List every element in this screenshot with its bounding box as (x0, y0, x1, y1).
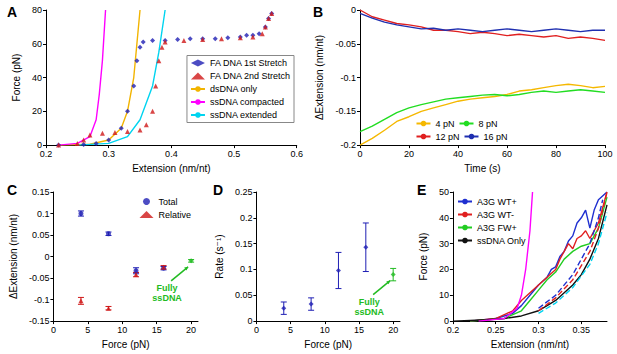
svg-text:0: 0 (443, 316, 449, 327)
svg-text:A: A (7, 4, 17, 20)
svg-text:Fully: Fully (359, 297, 380, 307)
svg-text:ssDNA extended: ssDNA extended (210, 110, 277, 120)
svg-text:-0.05: -0.05 (29, 273, 50, 283)
svg-text:40: 40 (439, 213, 449, 223)
svg-text:8 pN: 8 pN (478, 119, 497, 129)
svg-text:Fully: Fully (157, 283, 178, 293)
svg-text:A3G FW+: A3G FW+ (477, 223, 517, 233)
svg-text:0: 0 (357, 149, 362, 159)
svg-text:0.2: 0.2 (240, 213, 253, 223)
svg-text:0.15: 0.15 (32, 187, 50, 197)
svg-text:0.5: 0.5 (228, 149, 241, 159)
svg-text:Total: Total (158, 197, 177, 207)
svg-text:ssDNA compacted: ssDNA compacted (210, 97, 284, 107)
svg-text:15: 15 (354, 325, 364, 335)
svg-text:E: E (417, 182, 426, 198)
svg-text:C: C (7, 182, 17, 198)
svg-text:0.2: 0.2 (40, 149, 53, 159)
svg-text:20: 20 (404, 149, 414, 159)
svg-text:0.25: 0.25 (235, 187, 253, 197)
svg-text:0: 0 (351, 5, 356, 15)
svg-text:60: 60 (32, 39, 42, 49)
svg-text:D: D (213, 182, 223, 198)
svg-text:FA DNA 1st Stretch: FA DNA 1st Stretch (210, 58, 287, 68)
svg-text:Force (pN): Force (pN) (418, 233, 429, 281)
svg-text:0.4: 0.4 (165, 149, 178, 159)
svg-text:-0.1: -0.1 (340, 73, 356, 83)
svg-text:A3G WT+: A3G WT+ (477, 197, 517, 207)
svg-text:20: 20 (439, 264, 449, 274)
svg-text:100: 100 (597, 149, 612, 159)
svg-text:30: 30 (439, 239, 449, 249)
svg-text:60: 60 (502, 149, 512, 159)
svg-text:0.3: 0.3 (102, 149, 115, 159)
svg-text:ΔExtension (nm/nt): ΔExtension (nm/nt) (8, 214, 19, 299)
svg-text:dsDNA only: dsDNA only (210, 84, 258, 94)
svg-text:0.1: 0.1 (37, 209, 50, 219)
svg-text:Time (s): Time (s) (464, 163, 500, 174)
svg-text:80: 80 (551, 149, 561, 159)
svg-text:A3G WT-: A3G WT- (477, 210, 514, 220)
svg-text:40: 40 (32, 73, 42, 83)
svg-text:0.6: 0.6 (290, 149, 303, 159)
svg-text:0: 0 (247, 316, 252, 326)
svg-text:10: 10 (320, 325, 330, 335)
svg-text:Rate (s⁻¹): Rate (s⁻¹) (214, 234, 225, 278)
svg-text:FA DNA 2nd Stretch: FA DNA 2nd Stretch (210, 71, 290, 81)
svg-text:ssDNA: ssDNA (152, 293, 182, 303)
svg-text:0: 0 (37, 140, 42, 151)
svg-text:-0.1: -0.1 (34, 295, 50, 305)
svg-text:Relative: Relative (158, 210, 191, 220)
svg-text:Force (pN): Force (pN) (11, 54, 22, 102)
svg-text:0: 0 (51, 325, 56, 335)
svg-text:0.05: 0.05 (32, 230, 50, 240)
svg-text:0: 0 (44, 252, 49, 262)
svg-text:-0.15: -0.15 (335, 106, 356, 116)
svg-text:ssDNA Only: ssDNA Only (477, 236, 526, 246)
svg-text:50: 50 (439, 187, 449, 197)
svg-text:ΔExtension (nm/nt): ΔExtension (nm/nt) (314, 35, 325, 120)
svg-text:0: 0 (254, 325, 259, 335)
svg-text:40: 40 (453, 149, 463, 159)
svg-text:Extension (nm/nt): Extension (nm/nt) (491, 339, 569, 350)
svg-text:10: 10 (439, 290, 449, 300)
svg-text:0.05: 0.05 (235, 290, 253, 300)
svg-text:80: 80 (32, 5, 42, 15)
svg-text:-0.2: -0.2 (340, 140, 356, 150)
svg-text:10: 10 (117, 325, 127, 335)
svg-text:0.2: 0.2 (447, 325, 460, 335)
svg-text:B: B (313, 4, 323, 20)
svg-text:20: 20 (32, 106, 42, 116)
svg-text:Force (pN): Force (pN) (304, 339, 352, 350)
svg-text:20: 20 (186, 325, 196, 335)
svg-text:5: 5 (85, 325, 90, 335)
svg-text:Extension (nm/nt): Extension (nm/nt) (132, 163, 210, 174)
svg-text:0.3: 0.3 (532, 325, 545, 335)
svg-text:0.1: 0.1 (240, 264, 253, 274)
svg-text:4 pN: 4 pN (435, 119, 454, 129)
svg-text:-0.15: -0.15 (29, 316, 50, 326)
svg-text:0.35: 0.35 (573, 325, 591, 335)
svg-text:15: 15 (152, 325, 162, 335)
svg-text:20: 20 (388, 325, 398, 335)
svg-text:Force (pN): Force (pN) (102, 339, 150, 350)
svg-text:16 pN: 16 pN (484, 132, 508, 142)
svg-text:5: 5 (288, 325, 293, 335)
svg-text:12 pN: 12 pN (435, 132, 459, 142)
svg-text:ssDNA: ssDNA (354, 307, 384, 317)
svg-text:0.15: 0.15 (235, 239, 253, 249)
svg-text:0.25: 0.25 (487, 325, 505, 335)
svg-text:-0.05: -0.05 (335, 39, 356, 49)
